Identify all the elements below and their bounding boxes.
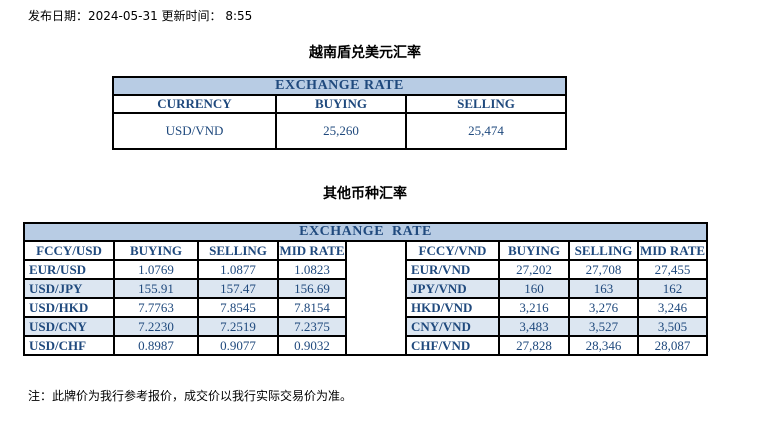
col-midrate-right: MID RATE [636, 240, 709, 261]
exchange-rate-header: EXCHANGE RATE [22, 222, 709, 242]
col-buying: BUYING [275, 94, 407, 114]
selling-rate-cell: 28,346 [568, 335, 639, 356]
buying-rate-cell: 1.0769 [113, 259, 199, 280]
col-buying-right: BUYING [498, 240, 570, 261]
col-buying-left: BUYING [113, 240, 199, 261]
buying-rate-cell: 7.7763 [113, 297, 199, 318]
mid-rate-cell: 3,246 [636, 297, 709, 318]
other-currencies-rate-table: EXCHANGE RATE FCCY/USD BUYING SELLING MI… [22, 222, 709, 356]
currency-pair-cell: EUR/USD [23, 259, 115, 280]
selling-rate-cell: 25,474 [404, 112, 568, 150]
currency-pair-cell: EUR/VND [405, 259, 500, 280]
table-row-hkd: USD/HKD 7.7763 7.8545 7.8154 HKD/VND 3,2… [23, 297, 709, 318]
buying-rate-cell: 3,216 [498, 297, 570, 318]
buying-rate-cell: 27,202 [498, 259, 570, 280]
currency-pair-cell: USD/CNY [23, 316, 115, 337]
currency-pair-cell: USD/HKD [23, 297, 115, 318]
col-selling-right: SELLING [568, 240, 639, 261]
buying-rate-cell: 3,483 [498, 316, 570, 337]
mid-rate-cell: 7.8154 [277, 297, 347, 318]
publish-update-line: 发布日期：2024-05-31 更新时间： 8:55 [28, 9, 253, 23]
buying-rate-cell: 160 [498, 278, 570, 299]
other-rates-title: 其他币种汇率 [323, 186, 407, 202]
table-header-row: EXCHANGE RATE [111, 76, 568, 96]
selling-rate-cell: 7.2519 [197, 316, 279, 337]
selling-rate-cell: 157.47 [197, 278, 279, 299]
col-fccy-vnd: FCCY/VND [405, 240, 500, 261]
usd-vnd-rate-table: EXCHANGE RATE CURRENCY BUYING SELLING US… [111, 76, 568, 150]
mid-rate-cell: 3,505 [636, 316, 709, 337]
currency-pair-cell: USD/VND [112, 112, 277, 150]
table-row: USD/VND 25,260 25,474 [112, 112, 568, 150]
selling-rate-cell: 3,276 [568, 297, 639, 318]
mid-rate-cell: 28,087 [636, 335, 709, 356]
table-header-row: EXCHANGE RATE [22, 222, 709, 242]
col-midrate-left: MID RATE [277, 240, 347, 261]
selling-rate-cell: 27,708 [568, 259, 639, 280]
selling-rate-cell: 0.9077 [197, 335, 279, 356]
column-header-row: FCCY/USD BUYING SELLING MID RATE FCCY/VN… [23, 240, 709, 356]
currency-pair-cell: USD/CHF [23, 335, 115, 356]
buying-rate-cell: 27,828 [498, 335, 570, 356]
selling-rate-cell: 1.0877 [197, 259, 279, 280]
table-row-jpy: USD/JPY 155.91 157.47 156.69 JPY/VND 160… [23, 278, 709, 299]
exchange-rate-header: EXCHANGE RATE [111, 76, 568, 96]
column-header-row: CURRENCY BUYING SELLING [112, 94, 568, 114]
col-selling-left: SELLING [197, 240, 279, 261]
mid-rate-cell: 162 [636, 278, 709, 299]
currency-pair-cell: USD/JPY [23, 278, 115, 299]
disclaimer-note: 注：此牌价为我行参考报价，成交价以我行实际交易价为准。 [28, 389, 353, 403]
mid-rate-cell: 1.0823 [277, 259, 347, 280]
selling-rate-cell: 7.8545 [197, 297, 279, 318]
currency-pair-cell: HKD/VND [405, 297, 500, 318]
usd-table-title: 越南盾兑美元汇率 [309, 45, 421, 61]
currency-pair-cell: CHF/VND [405, 335, 500, 356]
buying-rate-cell: 25,260 [275, 112, 407, 150]
col-fccy-usd: FCCY/USD [23, 240, 115, 261]
mid-rate-cell: 27,455 [636, 259, 709, 280]
buying-rate-cell: 155.91 [113, 278, 199, 299]
buying-rate-cell: 7.2230 [113, 316, 199, 337]
table-row-cny: USD/CNY 7.2230 7.2519 7.2375 CNY/VND 3,4… [23, 316, 709, 337]
col-selling: SELLING [404, 94, 568, 114]
mid-rate-cell: 0.9032 [277, 335, 347, 356]
mid-rate-cell: 7.2375 [277, 316, 347, 337]
currency-pair-cell: JPY/VND [405, 278, 500, 299]
mid-rate-cell: 156.69 [277, 278, 347, 299]
spacer-column [345, 240, 407, 356]
currency-pair-cell: CNY/VND [405, 316, 500, 337]
selling-rate-cell: 163 [568, 278, 639, 299]
table-row-chf: USD/CHF 0.8987 0.9077 0.9032 CHF/VND 27,… [23, 335, 709, 356]
table-row-eur: EUR/USD 1.0769 1.0877 1.0823 EUR/VND 27,… [23, 259, 709, 280]
selling-rate-cell: 3,527 [568, 316, 639, 337]
col-currency: CURRENCY [112, 94, 277, 114]
buying-rate-cell: 0.8987 [113, 335, 199, 356]
